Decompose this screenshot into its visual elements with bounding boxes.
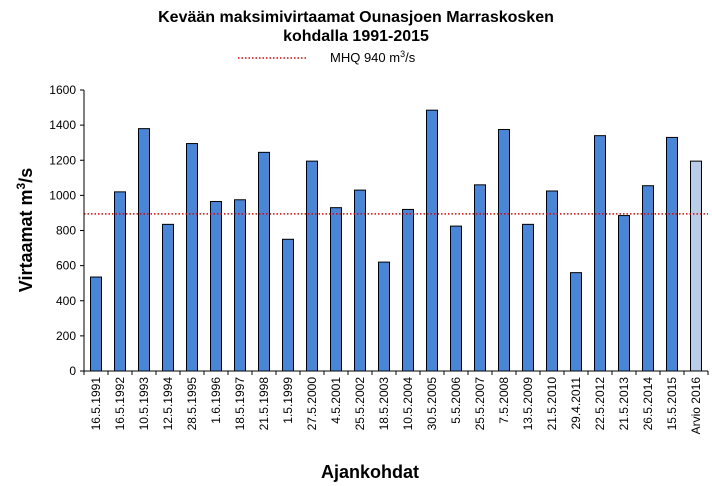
y-tick-label: 1000 bbox=[49, 188, 76, 202]
bar bbox=[306, 160, 318, 372]
bar bbox=[210, 201, 222, 372]
x-tick-label: 25.5.2007 bbox=[473, 377, 487, 431]
x-tick-label: 18.5.1997 bbox=[233, 377, 247, 431]
y-axis-title-main: Virtaamat m bbox=[16, 189, 36, 292]
y-tick-label: 600 bbox=[56, 259, 76, 273]
bar bbox=[498, 129, 510, 372]
x-tick-label: 29.4.2011 bbox=[569, 377, 583, 430]
bar bbox=[354, 189, 366, 372]
x-tick-label: 7.5.2008 bbox=[497, 377, 511, 424]
x-tick-label: 22.5.2012 bbox=[593, 377, 607, 431]
y-tick-label: 200 bbox=[56, 329, 76, 343]
x-tick-label: 16.5.1992 bbox=[113, 377, 127, 431]
bar bbox=[594, 135, 606, 372]
bar bbox=[690, 160, 702, 372]
x-tick-label: 21.5.1998 bbox=[257, 377, 271, 431]
bar bbox=[234, 199, 246, 372]
y-tick-label: 1200 bbox=[49, 153, 76, 167]
legend-label-main: MHQ 940 m bbox=[330, 50, 400, 65]
bar bbox=[186, 143, 198, 372]
y-axis-title-sup: 3 bbox=[14, 182, 28, 189]
y-tick-label: 1400 bbox=[49, 118, 76, 132]
legend-label-tail: /s bbox=[405, 50, 416, 65]
y-axis-title-tail: /s bbox=[16, 168, 36, 183]
bar bbox=[474, 184, 486, 372]
x-tick-label: 21.5.2010 bbox=[545, 377, 559, 431]
bar bbox=[330, 207, 342, 372]
legend-label: MHQ 940 m3/s bbox=[330, 49, 416, 65]
y-tick-label: 0 bbox=[69, 364, 76, 378]
chart-title-line1: Kevään maksimivirtaamat Ounasjoen Marras… bbox=[158, 9, 554, 26]
y-tick-label: 800 bbox=[56, 224, 76, 238]
x-tick-label: 30.5.2005 bbox=[425, 377, 439, 431]
bar bbox=[618, 215, 630, 372]
bar bbox=[570, 272, 582, 372]
x-tick-label: 18.5.2003 bbox=[377, 377, 391, 431]
x-tick-label: 1.5.1999 bbox=[281, 377, 295, 424]
bar bbox=[402, 208, 414, 372]
chart-title-line2: kohdalla 1991-2015 bbox=[283, 28, 429, 45]
x-tick-label: 21.5.2013 bbox=[617, 377, 631, 431]
bar bbox=[666, 136, 678, 372]
bar bbox=[282, 238, 294, 372]
bar bbox=[426, 109, 438, 372]
bar bbox=[378, 261, 390, 372]
x-tick-label: 10.5.1993 bbox=[137, 377, 151, 431]
bar bbox=[450, 225, 462, 372]
x-tick-label: 26.5.2014 bbox=[641, 377, 655, 431]
y-axis-title: Virtaamat m3/s bbox=[14, 168, 36, 292]
legend-label-sup: 3 bbox=[400, 49, 405, 59]
x-tick-label: Arvio 2016 bbox=[689, 377, 703, 435]
x-tick-label: 13.5.2009 bbox=[521, 377, 535, 431]
x-tick-label: 28.5.1995 bbox=[185, 377, 199, 431]
x-tick-label: 5.5.2006 bbox=[449, 377, 463, 424]
x-tick-label: 16.5.1991 bbox=[89, 377, 103, 431]
x-tick-label: 15.5.2015 bbox=[665, 377, 679, 431]
bar bbox=[138, 128, 150, 372]
x-tick-label: 1.6.1996 bbox=[209, 377, 223, 424]
bar bbox=[546, 190, 558, 372]
bar bbox=[258, 151, 270, 372]
bar bbox=[522, 223, 534, 372]
x-tick-label: 27.5.2000 bbox=[305, 377, 319, 431]
x-tick-label: 4.5.2001 bbox=[329, 377, 343, 424]
x-tick-label: 25.5.2002 bbox=[353, 377, 367, 431]
x-axis-title: Ajankohdat bbox=[321, 462, 419, 482]
plot-area: 0 200 400 600 800 1000 1200 1400 1600 16.5.1991 16… bbox=[49, 83, 709, 435]
y-tick-label: 400 bbox=[56, 294, 76, 308]
x-tick-label: 10.5.2004 bbox=[401, 377, 415, 431]
bar bbox=[90, 276, 102, 372]
y-tick-label: 1600 bbox=[49, 83, 76, 97]
bar bbox=[114, 191, 126, 372]
x-tick-label: 12.5.1994 bbox=[161, 377, 175, 431]
legend: MHQ 940 m3/s bbox=[238, 49, 416, 65]
bar bbox=[162, 223, 174, 372]
